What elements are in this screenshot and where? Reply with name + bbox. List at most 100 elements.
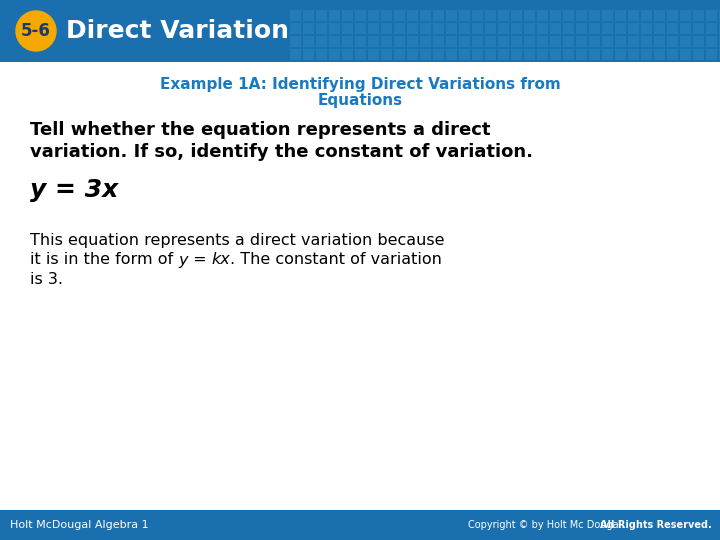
Text: =: = xyxy=(188,253,212,267)
Bar xyxy=(459,23,470,34)
Bar xyxy=(602,10,613,21)
Bar xyxy=(290,36,301,47)
Bar xyxy=(576,23,587,34)
Bar xyxy=(316,49,327,60)
Text: This equation represents a direct variation because: This equation represents a direct variat… xyxy=(30,233,444,247)
Text: Direct Variation: Direct Variation xyxy=(66,19,289,43)
Bar xyxy=(316,23,327,34)
Bar xyxy=(576,10,587,21)
Bar xyxy=(472,23,483,34)
Bar xyxy=(303,49,314,60)
Bar xyxy=(420,49,431,60)
Bar xyxy=(680,49,691,60)
Bar xyxy=(407,10,418,21)
Text: Holt McDougal Algebra 1: Holt McDougal Algebra 1 xyxy=(10,520,148,530)
Bar xyxy=(485,36,496,47)
Bar xyxy=(719,23,720,34)
Bar xyxy=(628,36,639,47)
Text: y = 3x: y = 3x xyxy=(30,178,118,202)
Bar xyxy=(290,49,301,60)
Text: All Rights Reserved.: All Rights Reserved. xyxy=(600,520,712,530)
Bar xyxy=(342,49,353,60)
Bar xyxy=(628,49,639,60)
Bar xyxy=(537,10,548,21)
Bar xyxy=(381,36,392,47)
Bar xyxy=(641,10,652,21)
Bar xyxy=(706,36,717,47)
Bar xyxy=(680,36,691,47)
Text: y: y xyxy=(179,253,188,267)
Bar xyxy=(693,49,704,60)
Bar xyxy=(446,49,457,60)
Bar xyxy=(316,10,327,21)
Bar xyxy=(576,49,587,60)
Bar xyxy=(472,49,483,60)
Bar xyxy=(498,10,509,21)
Bar xyxy=(550,36,561,47)
Bar xyxy=(472,10,483,21)
Bar xyxy=(511,49,522,60)
Bar xyxy=(654,36,665,47)
Bar xyxy=(641,36,652,47)
Bar xyxy=(368,23,379,34)
Bar xyxy=(719,10,720,21)
Text: variation. If so, identify the constant of variation.: variation. If so, identify the constant … xyxy=(30,143,533,161)
Text: Equations: Equations xyxy=(318,92,402,107)
Bar xyxy=(550,49,561,60)
Text: Example 1A: Identifying Direct Variations from: Example 1A: Identifying Direct Variation… xyxy=(160,77,560,91)
Bar xyxy=(342,36,353,47)
Bar xyxy=(537,36,548,47)
Bar xyxy=(641,49,652,60)
Bar xyxy=(615,36,626,47)
Bar xyxy=(550,10,561,21)
Bar xyxy=(329,49,340,60)
Bar xyxy=(420,10,431,21)
Bar xyxy=(485,10,496,21)
Bar xyxy=(316,36,327,47)
Bar xyxy=(615,49,626,60)
Bar xyxy=(329,23,340,34)
Bar xyxy=(667,10,678,21)
Bar xyxy=(459,10,470,21)
Bar xyxy=(719,49,720,60)
Bar xyxy=(446,10,457,21)
Bar xyxy=(407,36,418,47)
Bar xyxy=(524,10,535,21)
Bar xyxy=(511,23,522,34)
Bar xyxy=(563,36,574,47)
Text: is 3.: is 3. xyxy=(30,273,63,287)
Bar xyxy=(706,49,717,60)
Bar xyxy=(446,23,457,34)
Bar xyxy=(524,36,535,47)
Bar xyxy=(394,36,405,47)
Bar xyxy=(459,49,470,60)
Bar xyxy=(550,23,561,34)
Bar xyxy=(680,10,691,21)
Bar xyxy=(342,10,353,21)
Bar xyxy=(524,23,535,34)
Bar xyxy=(407,49,418,60)
Bar xyxy=(355,36,366,47)
Text: it is in the form of: it is in the form of xyxy=(30,253,179,267)
Bar xyxy=(303,36,314,47)
Bar xyxy=(537,23,548,34)
Bar xyxy=(446,36,457,47)
Bar xyxy=(615,23,626,34)
Bar xyxy=(511,10,522,21)
Circle shape xyxy=(16,11,56,51)
Bar xyxy=(602,36,613,47)
Bar xyxy=(290,10,301,21)
Bar xyxy=(628,10,639,21)
Bar xyxy=(433,23,444,34)
Bar xyxy=(524,49,535,60)
Text: . The constant of variation: . The constant of variation xyxy=(230,253,442,267)
Bar xyxy=(459,36,470,47)
Bar xyxy=(498,23,509,34)
Bar xyxy=(537,49,548,60)
Bar xyxy=(654,49,665,60)
Bar xyxy=(511,36,522,47)
Bar xyxy=(563,10,574,21)
Bar xyxy=(693,36,704,47)
Bar xyxy=(706,23,717,34)
Text: Tell whether the equation represents a direct: Tell whether the equation represents a d… xyxy=(30,121,490,139)
